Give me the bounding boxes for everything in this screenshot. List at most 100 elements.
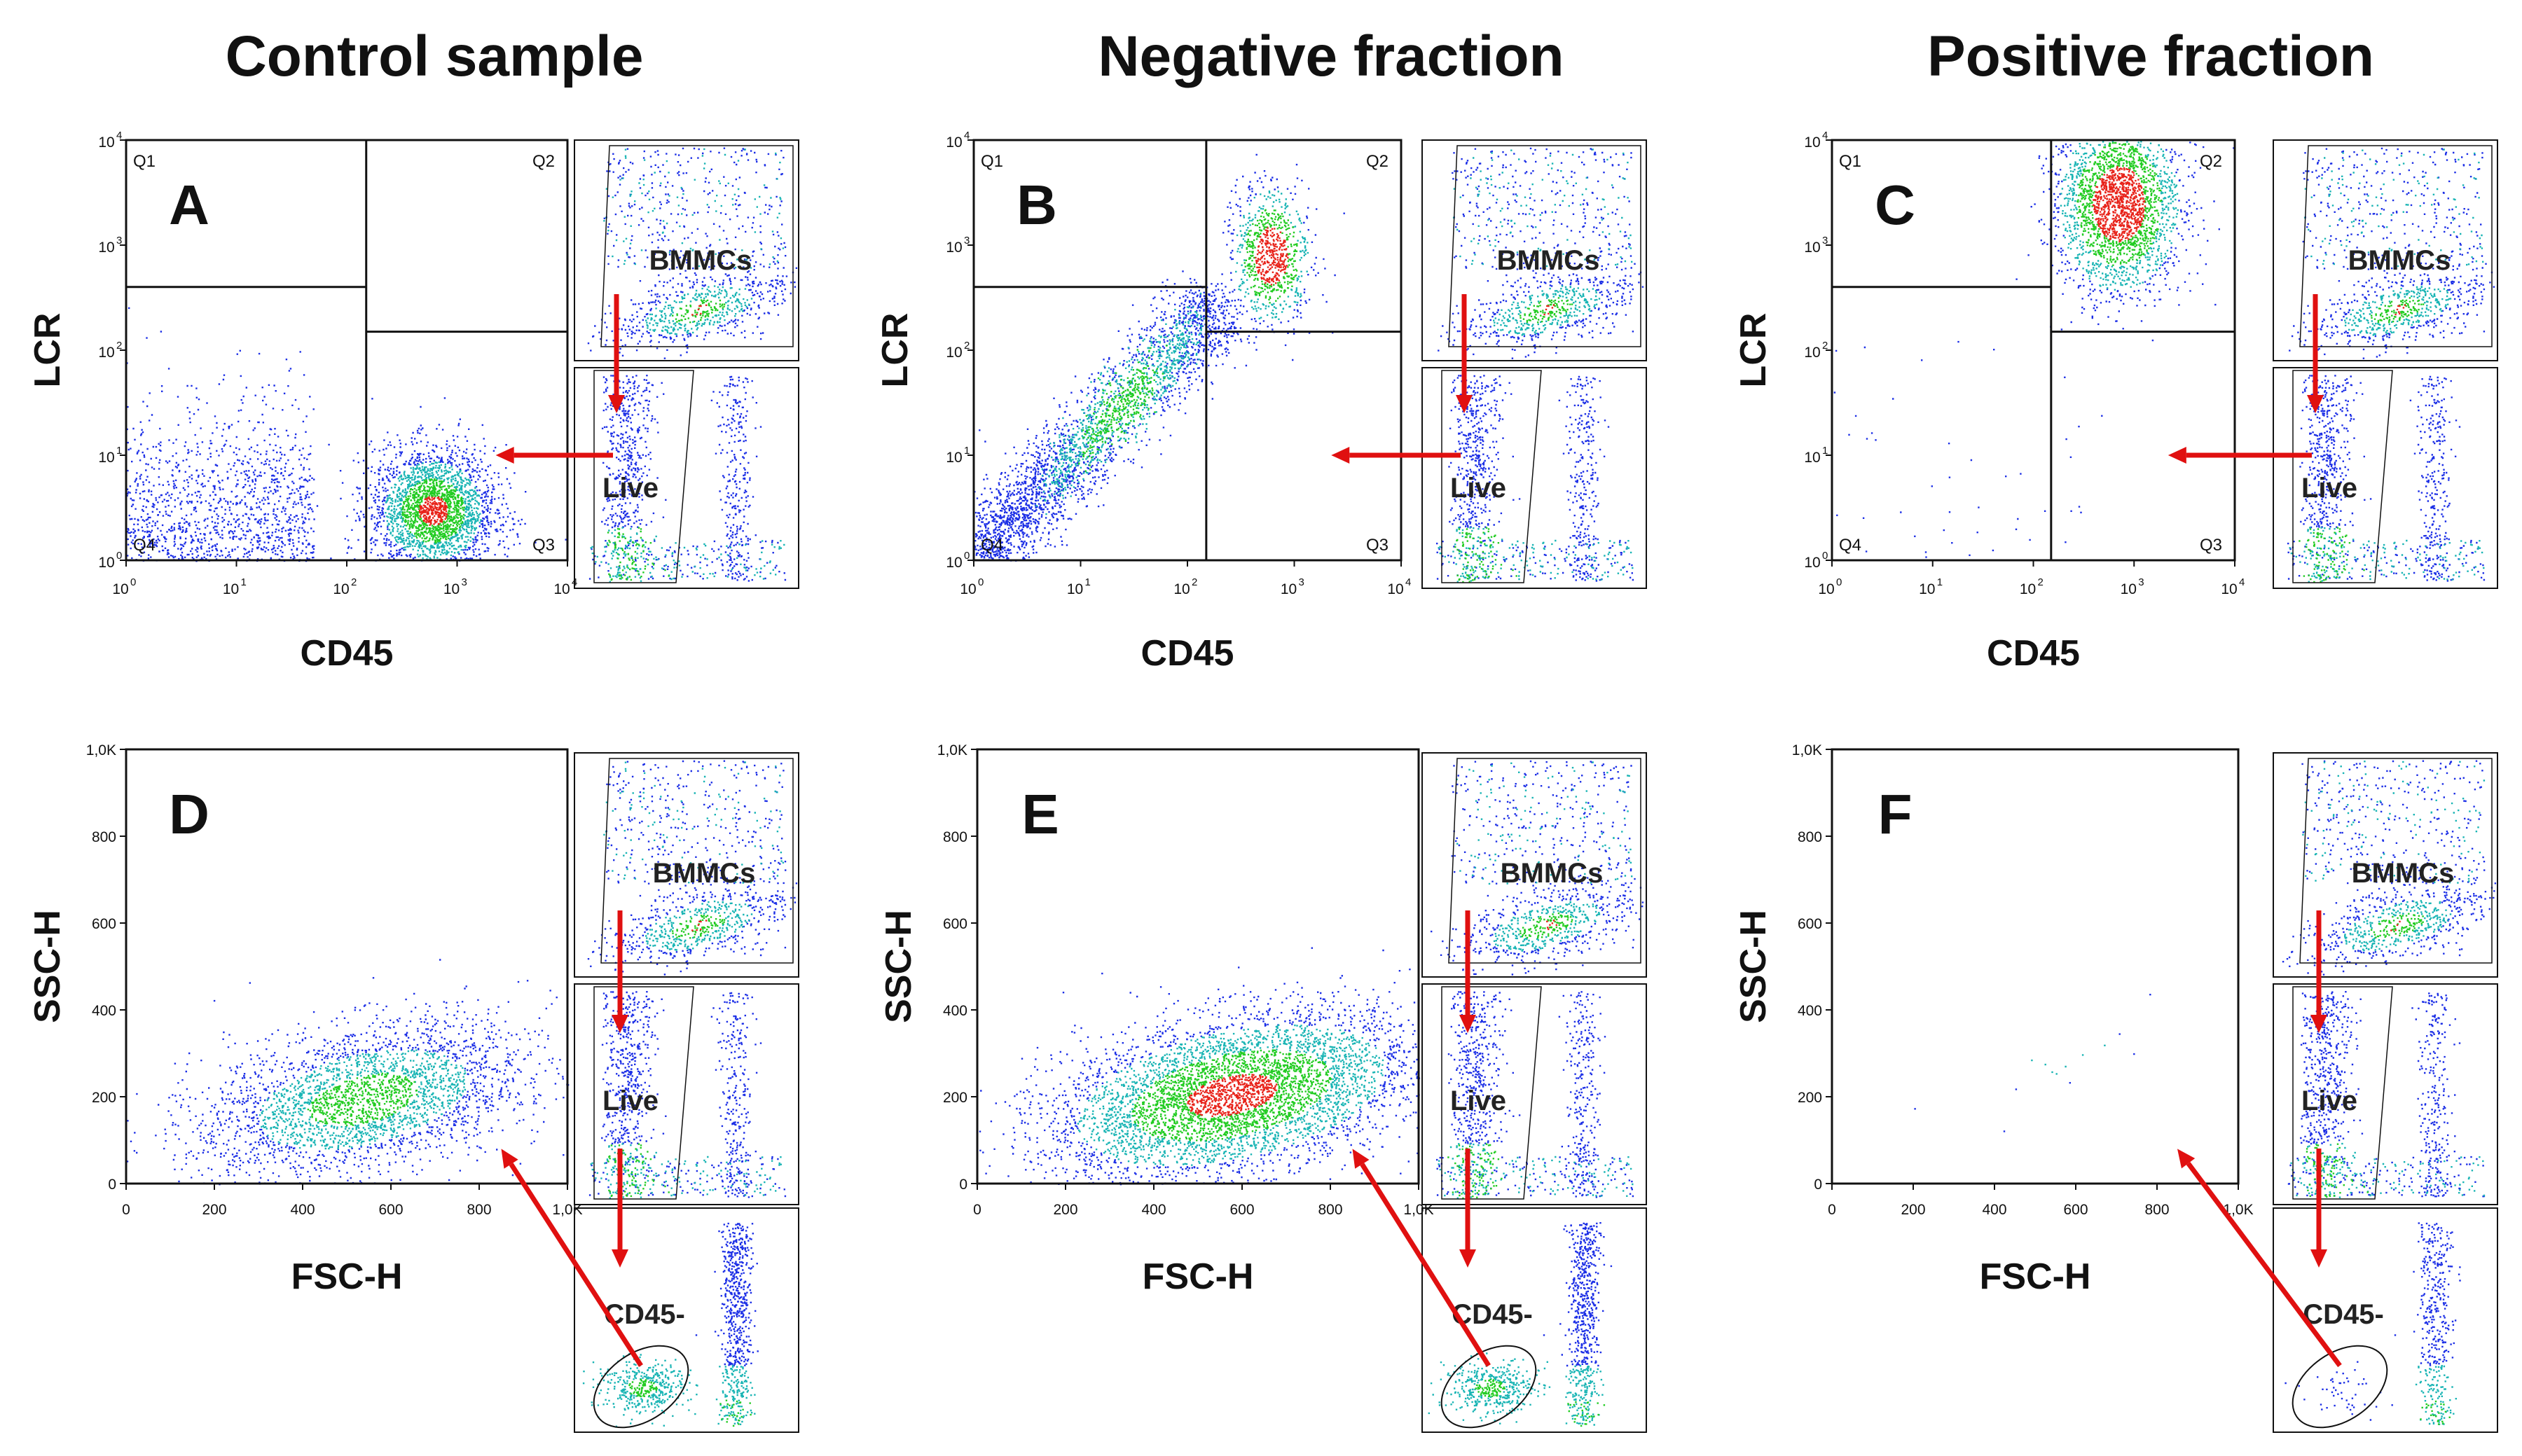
panel-D-dots-2 [307, 1072, 418, 1127]
y-tick-exponent: 3 [116, 235, 122, 247]
x-tick-exponent: 2 [1192, 576, 1197, 588]
inset-bmmc-C-dots-1 [2303, 148, 2484, 336]
x-tick-label: 400 [1982, 1202, 2006, 1218]
y-axis-label-E: SSC-H [878, 910, 919, 1023]
arrow-bmmc-to-live-head [1456, 395, 1473, 413]
x-tick-label: 10 [2221, 581, 2237, 597]
column-title-positive: Positive fraction [1927, 25, 2374, 88]
x-tick-label: 800 [2144, 1202, 2169, 1218]
y-tick-exponent: 4 [964, 130, 970, 141]
quadrant-label-q3: Q3 [532, 536, 555, 555]
gate-label-live: Live [1450, 1086, 1506, 1116]
panel-A-dots-3 [418, 496, 448, 526]
inset-bmmc-A-dots-1 [603, 148, 785, 335]
inset-frame-live [574, 367, 799, 589]
inset-bmmc-F-dots-3 [2390, 920, 2401, 931]
x-tick-exponent: 3 [1299, 576, 1304, 588]
inset-bmmc-E-dots-0 [1431, 760, 1644, 976]
y-tick-label: 400 [943, 1003, 967, 1019]
y-tick-label: 1,0K [1792, 742, 1822, 758]
gate-label-live: Live [602, 1086, 659, 1116]
y-tick-label: 400 [1798, 1003, 1822, 1019]
y-tick-label: 10 [1804, 240, 1820, 256]
x-tick-label: 400 [1141, 1202, 1166, 1218]
y-tick-label: 800 [92, 829, 116, 845]
gate-polygon-live [593, 986, 694, 1200]
plot-frame-E [976, 748, 1420, 1185]
arrow-live-to-cd45-head [1459, 1249, 1476, 1268]
y-tick-label: 10 [98, 450, 114, 466]
arrow-bmmc-to-live-head [612, 1015, 628, 1033]
x-tick-label: 10 [443, 581, 460, 597]
panel-letter-F: F [1878, 783, 1913, 845]
inset-frame-cd45 [574, 1207, 799, 1433]
panel-D: D0 200 400 600 800 1,0K02004006008001,0KFSC-H… [27, 742, 583, 1297]
y-tick-label: 10 [1804, 450, 1820, 466]
inset-cd45-F-dots-1 [2415, 1365, 2457, 1425]
quadrant-label-q3: Q3 [2200, 536, 2222, 555]
gate-label-live: Live [1450, 473, 1506, 504]
x-tick-label: 0 [973, 1202, 981, 1218]
x-tick-label: 200 [202, 1202, 226, 1218]
inset-cd45-D-dots-0 [695, 1222, 759, 1367]
x-tick-label: 10 [1067, 581, 1083, 597]
y-axis-label-A: LCR [27, 313, 68, 388]
x-tick-exponent: 3 [2138, 576, 2144, 588]
y-tick-label: 10 [946, 240, 962, 256]
panel-D-dots-1 [259, 1049, 467, 1150]
y-axis-label-D: SSC-H [27, 910, 68, 1023]
x-tick-exponent: 1 [1085, 576, 1091, 588]
arrow-cd45-to-main-shaft [509, 1163, 643, 1367]
x-tick-label: 1,0K [2223, 1202, 2253, 1218]
y-axis-label-C: LCR [1733, 313, 1774, 388]
gate-ellipse-cd45neg [593, 1345, 689, 1429]
inset-bmmc-B-dots-1 [1452, 148, 1633, 336]
x-tick-label: 800 [467, 1202, 491, 1218]
y-tick-exponent: 1 [116, 445, 122, 457]
x-tick-exponent: 0 [130, 576, 136, 588]
quadrant-label-q1: Q1 [981, 152, 1003, 171]
x-tick-label: 10 [223, 581, 239, 597]
y-tick-exponent: 4 [1822, 130, 1828, 141]
inset-cd45-D-dots-1 [582, 1353, 756, 1427]
x-tick-label: 400 [290, 1202, 315, 1218]
inset-frame-bmmc [1421, 752, 1647, 978]
inset-bmmc-B-dots-2 [1520, 297, 1573, 324]
y-tick-label: 1,0K [86, 742, 116, 758]
arrow-live-to-main-head [1331, 447, 1350, 464]
y-tick-label: 10 [98, 555, 114, 571]
x-tick-label: 10 [1173, 581, 1190, 597]
arrow-live-to-cd45-head [2310, 1249, 2327, 1268]
y-axis-label-B: LCR [875, 313, 916, 388]
arrow-cd45-to-main-head [2177, 1149, 2196, 1169]
panel-C-dots-1 [2060, 141, 2179, 291]
y-tick-label: 10 [946, 450, 962, 466]
inset-live-F-dots-1 [2290, 1142, 2486, 1198]
y-tick-label: 10 [1804, 134, 1820, 151]
gate-polygon-bmmc [1448, 758, 1641, 964]
inset-bmmc-B-dots-3 [1543, 304, 1555, 316]
x-tick-label: 10 [112, 581, 128, 597]
x-tick-label: 600 [378, 1202, 403, 1218]
x-tick-label: 600 [1229, 1202, 1254, 1218]
arrow-bmmc-to-live-head [2310, 1015, 2327, 1033]
y-tick-label: 10 [946, 134, 962, 151]
inset-frame-live [2273, 983, 2498, 1205]
y-tick-label: 10 [1804, 345, 1820, 361]
x-tick-exponent: 4 [1405, 576, 1411, 588]
y-tick-label: 10 [98, 345, 114, 361]
y-tick-exponent: 0 [1822, 550, 1828, 562]
panel-B-dots-2 [1078, 209, 1298, 472]
y-tick-label: 10 [946, 555, 962, 571]
x-axis-label-A: CD45 [301, 633, 394, 674]
arrow-cd45-to-main-head [501, 1149, 518, 1169]
inset-frame-live [2273, 367, 2498, 589]
x-tick-label: 1,0K [1403, 1202, 1433, 1218]
panel-A-dots-1 [385, 461, 482, 561]
gate-label-bmmcs: BMMCs [2348, 245, 2451, 276]
inset-bmmc-C-dots-3 [2394, 304, 2406, 316]
